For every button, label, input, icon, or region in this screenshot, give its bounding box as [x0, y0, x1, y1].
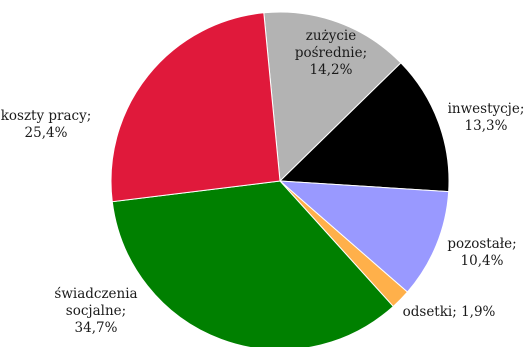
slice-label-line: pośrednie;	[295, 45, 367, 61]
slice-label-line: pozostałe;	[447, 236, 516, 252]
slice-label-6: koszty pracy; 25,4%	[1, 108, 92, 141]
slice-label-line: 10,4%	[461, 253, 504, 269]
slice-labels: zużycie pośrednie; 14,2% inwestycje; 13,3% po…	[1, 28, 525, 336]
slice-label-line: 13,3%	[465, 118, 508, 134]
slice-label-line: 25,4%	[25, 125, 68, 141]
slice-label-line: inwestycje;	[448, 101, 525, 117]
slice-label-line: 34,7%	[75, 320, 118, 336]
slice-label-line: 14,2%	[310, 62, 353, 78]
pie-slice-1	[263, 11, 402, 183]
slice-label-2: inwestycje; 13,3%	[448, 101, 525, 134]
pie-slice-3	[278, 180, 450, 293]
pie-slices	[110, 11, 450, 347]
slice-label-line: zużycie	[306, 28, 356, 44]
slice-label-4: odsetki; 1,9%	[403, 304, 496, 320]
slice-label-line: odsetki; 1,9%	[403, 304, 496, 320]
pie-slice-6	[110, 12, 281, 203]
slice-label-3: pozostałe; 10,4%	[447, 236, 516, 269]
slice-label-1: zużycie pośrednie; 14,2%	[295, 28, 367, 78]
pie-slice-2	[278, 62, 450, 193]
slice-label-line: socjalne;	[66, 303, 126, 319]
slice-label-5: świadczenia socjalne; 34,7%	[54, 286, 137, 336]
slice-label-line: świadczenia	[54, 286, 137, 302]
slice-label-line: koszty pracy;	[1, 108, 92, 124]
pie-slice-5	[111, 180, 394, 347]
